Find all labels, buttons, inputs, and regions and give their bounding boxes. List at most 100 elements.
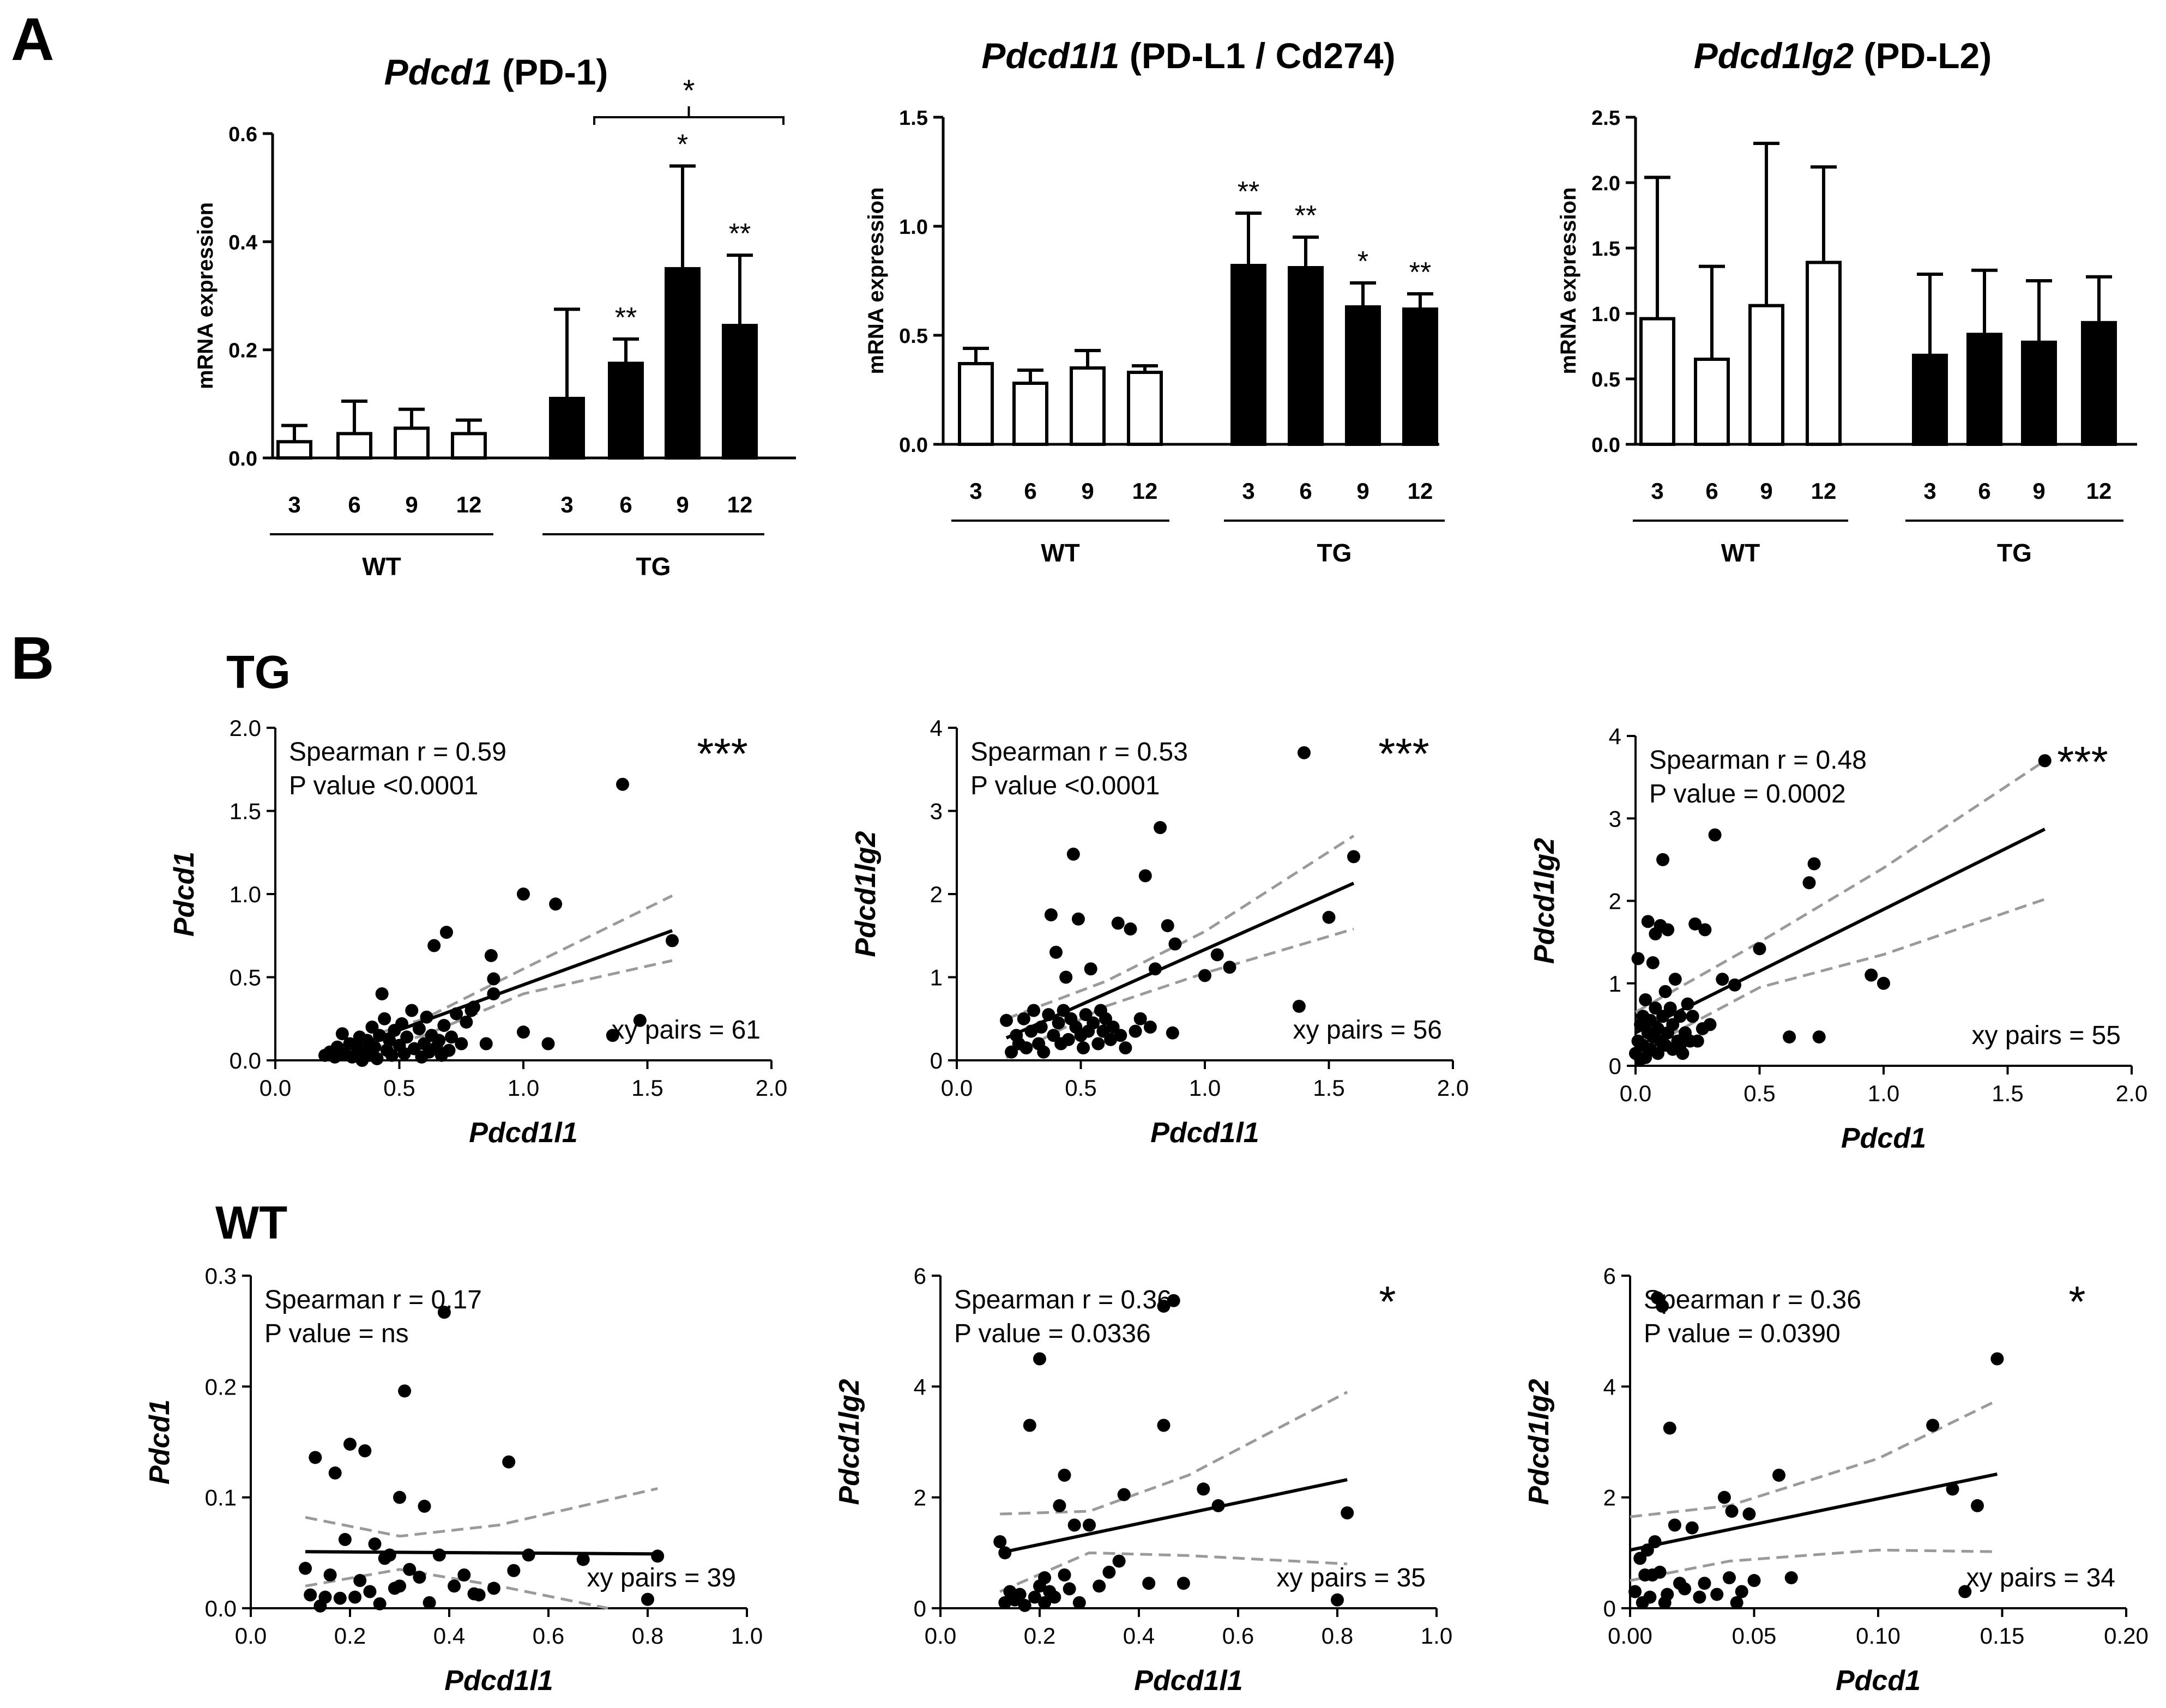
data-point [1087,1016,1100,1030]
bar-wt [276,440,312,460]
data-point [393,1490,406,1504]
category-label: 9 [2032,478,2045,504]
y-axis-label: mRNA expression [1556,187,1580,374]
y-tick-label: 6 [1603,1263,1616,1289]
y-axis-label: Pdcd1lg2 [1529,838,1560,964]
data-point [1052,1016,1065,1030]
group-label: TG [1997,539,2032,567]
data-point [502,1455,516,1469]
data-point [1292,999,1306,1013]
data-point [1668,973,1682,986]
y-tick-label: 4 [1603,1374,1616,1399]
data-point [1157,1299,1171,1313]
data-point [1716,973,1729,986]
x-tick-label: 0.0 [925,1623,956,1649]
y-tick-label: 3 [930,799,943,824]
data-point [1111,916,1125,930]
data-point [413,1571,426,1584]
category-label: 3 [560,492,573,517]
x-tick-label: 0.00 [1608,1623,1652,1649]
data-point [437,1018,451,1032]
x-tick-label: 0.4 [1123,1623,1155,1649]
bar-chart-3: Pdcd1lg2 (PD-L2) 0.0 0.5 1.0 1.5 2.0 2.5 mRNA e… [1556,35,2137,567]
data-point [1322,910,1336,924]
data-point [318,1590,332,1604]
data-point [1735,1585,1748,1598]
data-point [1099,1012,1112,1025]
bar-wt [1639,317,1675,446]
data-point [1865,968,1878,982]
x-tick-label: 2.0 [756,1075,787,1101]
data-point [1023,1419,1036,1432]
bar-wt [394,426,430,460]
y-tick-label: 0.0 [899,434,928,457]
data-point [1298,746,1311,759]
bar-wt [451,432,487,460]
data-point [1688,917,1702,931]
data-point [353,1574,367,1588]
group-label: TG [636,552,671,581]
data-point [385,1048,399,1062]
data-point [1166,1026,1179,1040]
bar-wt [1806,261,1842,446]
x-tick-label: 0.0 [941,1075,973,1101]
significance-stars: ** [1238,176,1259,208]
data-point [442,1043,456,1057]
data-point [549,897,563,911]
data-point [368,1537,382,1551]
data-point [606,1029,619,1042]
bar-tg [1912,353,1948,446]
data-point [1651,1022,1664,1035]
tg-group-label: TG [226,647,291,698]
chart-title: Pdcd1lg2 (PD-L2) [1694,35,1992,76]
x-tick-label: 0.05 [1732,1623,1777,1649]
y-tick-label: 0 [914,1596,926,1621]
y-tick-label: 4 [1609,723,1621,749]
data-point [487,972,500,986]
confidence-band-upper [1006,835,1355,1021]
data-point [1096,1024,1110,1038]
data-point [1646,956,1660,969]
data-point [1223,961,1236,974]
y-tick-label: 1 [930,965,943,991]
x-tick-label: 0.5 [383,1075,415,1101]
data-point [405,1004,419,1017]
y-axis-label: mRNA expression [194,202,218,389]
data-point [403,1562,417,1576]
y-tick-label: 0.0 [205,1596,237,1621]
data-point [363,1585,377,1598]
x-tick-label: 1.5 [1992,1081,2023,1106]
data-point [343,1438,357,1451]
spearman-r: Spearman r = 0.59 [289,738,506,767]
data-point [1643,1590,1657,1604]
data-point [1047,1029,1060,1042]
p-value: P value = 0.0336 [954,1319,1151,1348]
significance-stars: *** [1378,729,1429,778]
data-point [365,1021,379,1034]
bar-wt [1748,304,1784,446]
p-value: P value = 0.0390 [1644,1319,1841,1348]
y-tick-label: 0.6 [228,123,257,146]
spearman-r: Spearman r = 0.17 [264,1285,482,1314]
data-point [522,1548,535,1562]
y-tick-label: 0.0 [228,448,257,470]
data-point [1102,1565,1116,1579]
significance-stars: * [1357,246,1368,277]
x-tick-label: 1.5 [631,1075,663,1101]
category-label: 6 [1978,478,1990,504]
data-point [517,1025,530,1039]
data-point [432,1548,446,1562]
data-point [1106,1021,1120,1034]
xy-pairs: xy pairs = 55 [1972,1021,2121,1050]
y-tick-label: 1 [1609,971,1621,997]
data-point [432,1034,446,1047]
category-label: 12 [727,492,753,517]
confidence-band-upper [1634,759,2046,1013]
x-tick-label: 0.5 [1743,1081,1775,1106]
data-point [998,1596,1012,1609]
data-point [304,1588,317,1602]
data-point [423,1596,436,1609]
y-tick-label: 4 [930,715,943,741]
category-label: 12 [1811,478,1837,504]
